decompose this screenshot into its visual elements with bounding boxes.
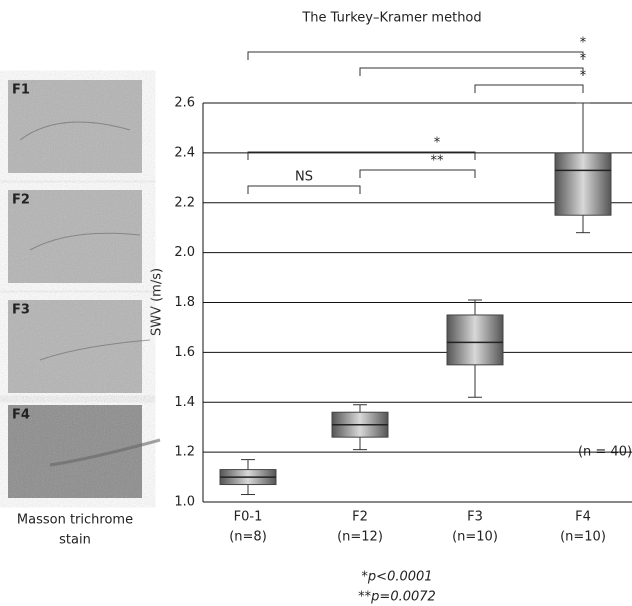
significance-label: NS: [295, 170, 313, 185]
footnote: *p<0.0001: [361, 570, 432, 585]
x-tick-label: F0-1: [234, 510, 263, 525]
y-tick-label: 2.4: [174, 145, 195, 160]
y-axis-label: SWV (m/s): [150, 268, 165, 336]
x-tick-label: F2: [352, 510, 368, 525]
significance-label: *: [580, 69, 587, 84]
y-tick-label: 1.2: [174, 445, 195, 460]
y-tick-label: 2.2: [174, 195, 195, 210]
y-tick-label: 1.8: [174, 295, 195, 310]
y-tick-label: 1.6: [174, 345, 195, 360]
tissue-fiber: [39, 339, 151, 361]
significance-label: **: [431, 154, 445, 169]
histology-texture: [8, 190, 142, 283]
tissue-fiber: [19, 121, 131, 141]
x-tick-sublabel: (n=10): [452, 530, 498, 545]
significance-bracket: [247, 51, 584, 60]
tissue-fiber: [29, 232, 141, 251]
histology-texture: [8, 300, 142, 393]
x-tick-sublabel: (n=10): [560, 530, 606, 545]
significance-bracket: [359, 67, 584, 76]
box: [554, 152, 612, 216]
panel-label: F4: [12, 408, 30, 423]
footnote: **p=0.0072: [358, 590, 436, 605]
significance-bracket: [247, 185, 361, 194]
histology-texture: [8, 80, 142, 173]
x-tick-label: F4: [575, 510, 591, 525]
tissue-fiber: [49, 438, 161, 467]
significance-label: *: [434, 136, 441, 151]
significance-bracket: [359, 169, 476, 178]
significance-bracket: [247, 151, 476, 160]
significance-label: *: [580, 36, 587, 51]
panel-label: F3: [12, 303, 30, 318]
x-tick-sublabel: (n=8): [229, 530, 267, 545]
y-tick-label: 2.0: [174, 245, 195, 260]
panel-label: F2: [12, 193, 30, 208]
y-tick-label: 1.4: [174, 395, 195, 410]
significance-label: *: [580, 52, 587, 67]
y-tick-label: 2.6: [174, 96, 195, 111]
x-tick-label: F3: [467, 510, 483, 525]
y-tick-label: 1.0: [174, 495, 195, 510]
significance-bracket: [474, 84, 584, 93]
panel-label: F1: [12, 83, 30, 98]
caption: Masson trichrome: [17, 513, 133, 528]
box: [446, 314, 504, 366]
chart-title: The Turkey–Kramer method: [301, 11, 481, 26]
caption: stain: [59, 533, 91, 548]
x-tick-sublabel: (n=12): [337, 530, 383, 545]
